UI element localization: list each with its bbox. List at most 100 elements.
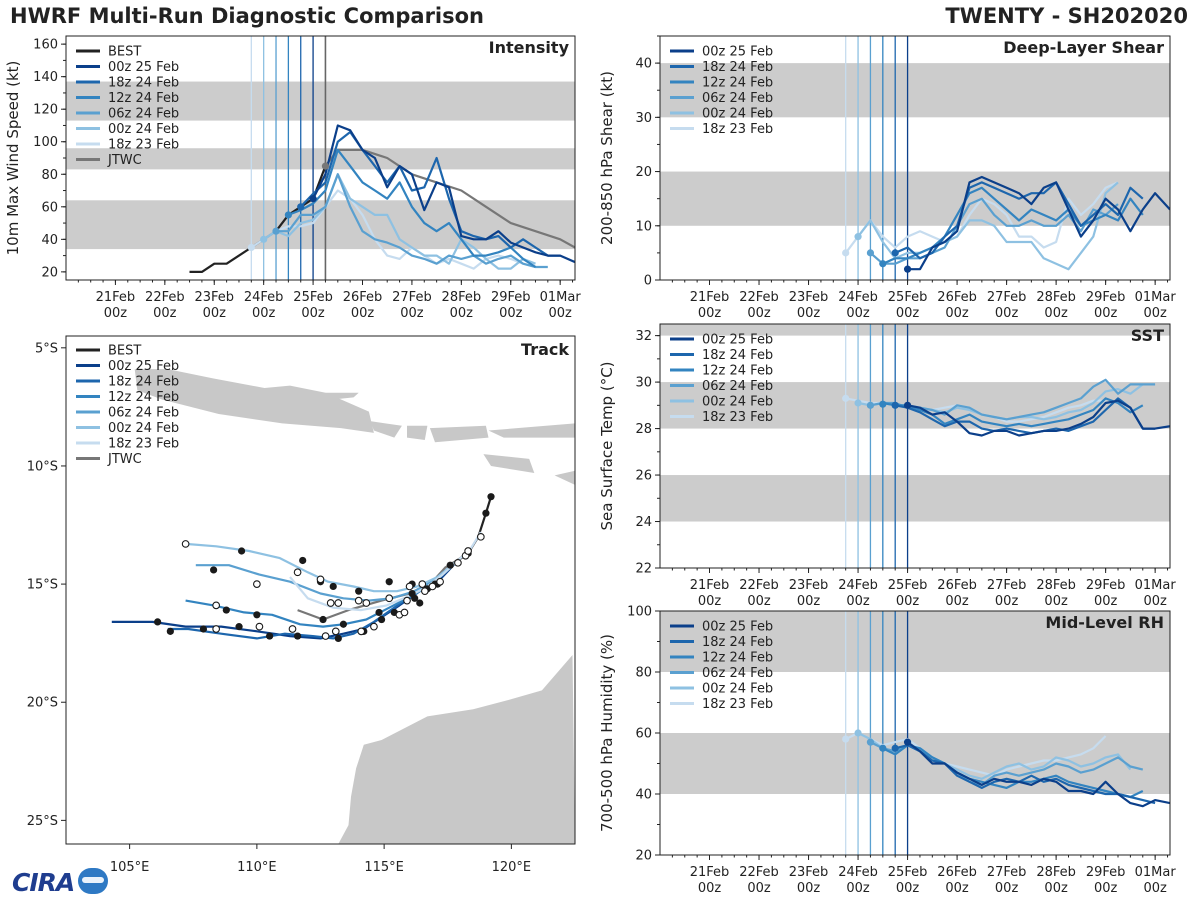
intensity-ytick-label-120: 120 [33,103,58,118]
track-legend-label-12z-24-feb: 12z 24 Feb [108,390,179,405]
shear-marker-12z-24-feb [879,260,887,268]
sst-marker-18z-23-feb [842,394,850,402]
track-point-open [326,599,335,607]
sst-xtick-date-5: 26Feb [937,578,977,593]
sst-xtick-hour-2: 00z [797,594,821,609]
intensity-xtick-date-5: 26Feb [343,290,383,305]
sst-ytick-label-32: 32 [635,329,652,344]
track-point-open [255,622,264,631]
rh-xtick-hour-6: 00z [995,881,1019,896]
shear-xtick-date-5: 26Feb [937,290,977,305]
track-legend-label-18z-23-feb: 18z 23 Feb [108,437,179,452]
sst-ytick-label-26: 26 [635,469,652,484]
sst-panel: 22242628303221Feb00z22Feb00z23Feb00z24Fe… [598,323,1176,609]
rh-xtick-date-1: 22Feb [739,865,779,880]
track-point-open [418,580,427,588]
track-point-open [321,632,330,640]
rh-band-1 [660,611,1170,672]
sst-xtick-hour-3: 00z [846,594,870,609]
shear-xtick-hour-3: 00z [846,306,870,321]
sst-xtick-hour-4: 00z [896,594,920,609]
rh-xtick-hour-8: 00z [1094,881,1118,896]
shear-series-00z-25-feb [907,175,1170,271]
shear-series-group [842,175,1170,273]
rh-ytick-label-60: 60 [635,727,652,742]
sst-ytick-label-24: 24 [635,515,652,530]
shear-marker-00z-24-feb [854,233,862,241]
track-point-open [464,547,472,555]
shear-ytick-label-20: 20 [635,165,652,180]
intensity-legend-label-18z-24-feb: 18z 24 Feb [108,76,179,91]
sst-xtick-date-1: 22Feb [739,578,779,593]
intensity-xtick-date-3: 24Feb [244,290,284,305]
intensity-marker-06z-24-feb [272,227,280,235]
shear-xtick-date-7: 28Feb [1036,290,1076,305]
track-ytick-label-2: 15°S [27,578,58,593]
intensity-series-06z-24-feb [276,173,548,269]
track-point-open [253,580,261,588]
rh-marker-00z-25-feb [903,738,912,746]
sst-band-2 [660,324,1170,336]
track-point-filled [446,561,454,569]
rh-xtick-hour-7: 00z [1044,881,1068,896]
sst-xtick-hour-0: 00z [698,594,722,609]
intensity-series-12z-24-feb [288,148,537,268]
sst-xtick-hour-7: 00z [1044,594,1068,609]
rh-xtick-date-7: 28Feb [1036,865,1076,880]
rh-marker-12z-24-feb [879,744,887,752]
track-point-filled [385,578,393,586]
intensity-xtick-date-7: 28Feb [442,290,482,305]
sst-marker-00z-25-feb [903,401,912,409]
shear-xtick-hour-2: 00z [797,306,821,321]
rh-xtick-date-9: 01Mar [1135,865,1177,880]
shear-title: Deep-Layer Shear [1003,38,1164,57]
sst-band-0 [660,475,1170,522]
shear-xtick-hour-0: 00z [698,306,722,321]
intensity-legend-label-best: BEST [108,45,141,60]
track-point-open [370,622,378,631]
sst-frame [659,323,1171,569]
rh-xtick-date-2: 23Feb [789,865,829,880]
rh-panel: 2040608010021Feb00z22Feb00z23Feb00z24Feb… [598,605,1176,897]
intensity-band-2 [66,81,575,121]
land-shape-3 [407,425,428,440]
rh-xtick-date-8: 29Feb [1086,865,1126,880]
shear-ytick-label-10: 10 [635,219,652,234]
track-legend-label-00z-25-feb: 00z 25 Feb [108,359,179,374]
track-point-filled [487,493,495,501]
sst-title: SST [1131,326,1164,345]
shear-xtick-date-1: 22Feb [739,290,779,305]
shear-xtick-date-9: 01Mar [1135,290,1177,305]
sst-marker-18z-24-feb [891,401,899,409]
intensity-xtick-hour-4: 00z [301,306,325,321]
track-point-filled [319,615,327,624]
shear-marker-18z-23-feb [842,249,850,257]
track-point-filled [416,599,424,607]
intensity-band-1 [66,148,575,170]
land-shape-8 [338,655,575,844]
track-point-filled [166,627,174,635]
shear-legend-label-00z-25-feb: 00z 25 Feb [702,45,773,60]
sst-xtick-date-4: 25Feb [888,578,928,593]
shear-xtick-date-0: 21Feb [690,290,730,305]
logo-text: CIRA [12,868,75,897]
track-point-open [288,625,297,633]
rh-legend-label-00z-25-feb: 00z 25 Feb [702,620,773,635]
sst-xtick-date-6: 27Feb [987,578,1027,593]
track-point-filled [339,620,348,628]
sst-legend-label-06z-24-feb: 06z 24 Feb [702,379,773,394]
rh-xtick-hour-5: 00z [945,881,969,896]
shear-series-00z-24-feb [857,181,1119,271]
rh-marker-18z-24-feb [891,744,899,752]
track-point-open [316,575,325,584]
shear-marker-06z-24-feb [866,249,875,257]
intensity-legend-label-00z-25-feb: 00z 25 Feb [108,60,179,75]
intensity-series-group [189,124,575,273]
rh-legend-label-18z-23-feb: 18z 23 Feb [702,697,773,712]
track-point-open [420,587,429,596]
rh-series-12z-24-feb [882,744,1144,799]
track-legend-label-jtwc: JTWC [107,452,142,467]
rh-marker-00z-24-feb [854,729,862,737]
sst-xtick-date-3: 24Feb [838,578,878,593]
track-point-open [454,558,462,567]
